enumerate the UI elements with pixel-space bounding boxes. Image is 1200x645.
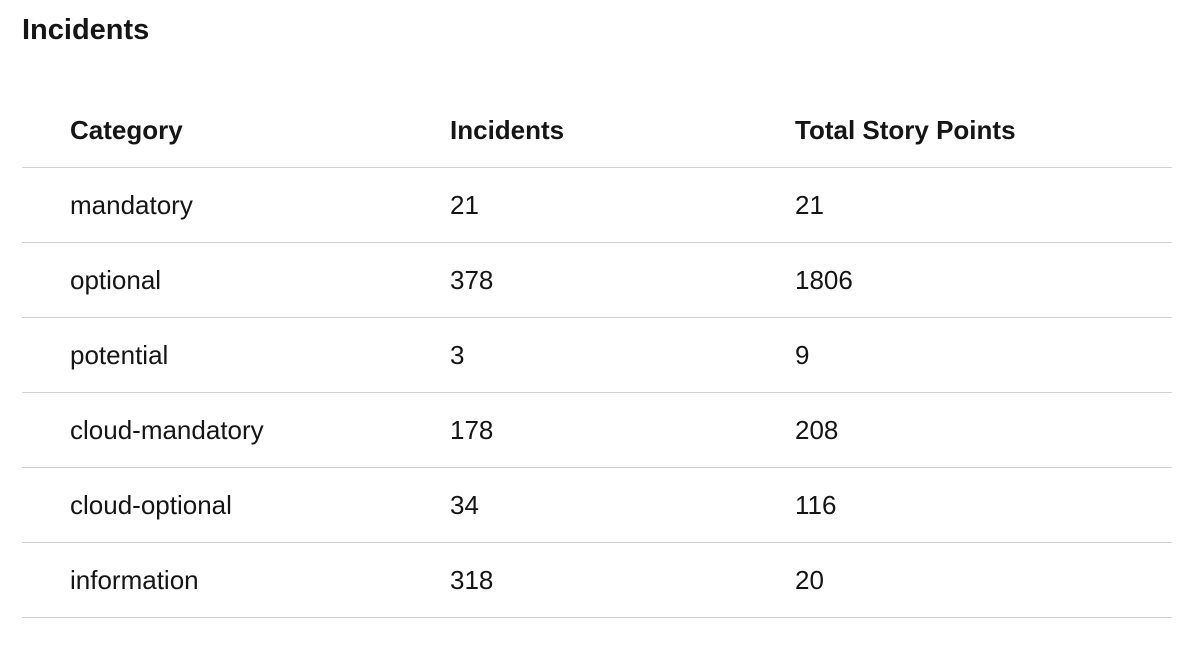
section-title: Incidents bbox=[22, 14, 150, 46]
cell-category: potential bbox=[22, 317, 450, 393]
cell-story-points: 20 bbox=[795, 542, 1172, 618]
cell-incidents: 178 bbox=[450, 392, 795, 468]
cell-category: mandatory bbox=[22, 167, 450, 243]
cell-incidents: 34 bbox=[450, 467, 795, 543]
cell-category: optional bbox=[22, 242, 450, 318]
cell-category: information bbox=[22, 542, 450, 618]
cell-incidents: 318 bbox=[450, 542, 795, 618]
table-row: potential 3 9 bbox=[22, 317, 1172, 393]
cell-incidents: 21 bbox=[450, 167, 795, 243]
cell-category: cloud-optional bbox=[22, 467, 450, 543]
table-row: cloud-mandatory 178 208 bbox=[22, 392, 1172, 468]
incidents-table: Category Incidents Total Story Points ma… bbox=[22, 93, 1172, 618]
column-header-total-story-points[interactable]: Total Story Points bbox=[795, 93, 1172, 168]
table-header-row: Category Incidents Total Story Points bbox=[22, 93, 1172, 168]
cell-story-points: 21 bbox=[795, 167, 1172, 243]
cell-story-points: 1806 bbox=[795, 242, 1172, 318]
cell-incidents: 378 bbox=[450, 242, 795, 318]
cell-story-points: 116 bbox=[795, 467, 1172, 543]
column-header-incidents[interactable]: Incidents bbox=[450, 93, 795, 168]
table-row: optional 378 1806 bbox=[22, 242, 1172, 318]
cell-category: cloud-mandatory bbox=[22, 392, 450, 468]
cell-story-points: 9 bbox=[795, 317, 1172, 393]
table-body: mandatory 21 21 optional 378 1806 potent… bbox=[22, 167, 1172, 618]
table-header: Category Incidents Total Story Points bbox=[22, 93, 1172, 168]
cell-incidents: 3 bbox=[450, 317, 795, 393]
table-row: information 318 20 bbox=[22, 542, 1172, 618]
table-row: cloud-optional 34 116 bbox=[22, 467, 1172, 543]
cell-story-points: 208 bbox=[795, 392, 1172, 468]
column-header-category[interactable]: Category bbox=[22, 93, 450, 168]
table-row: mandatory 21 21 bbox=[22, 167, 1172, 243]
